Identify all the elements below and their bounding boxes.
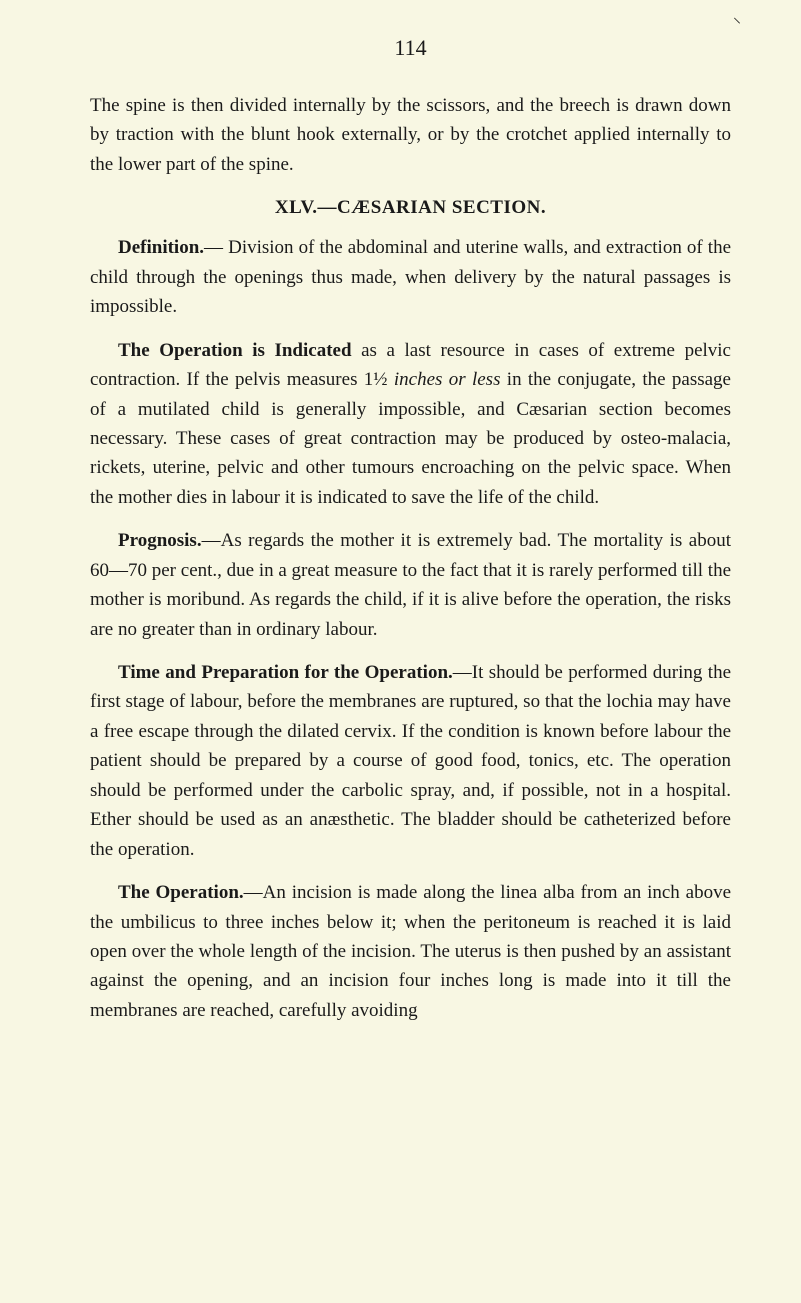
page-number: 114 (90, 35, 731, 61)
paragraph-preparation: Time and Preparation for the Operation.—… (90, 658, 731, 864)
prognosis-label: Prognosis. (118, 530, 202, 551)
operation-label: The Operation. (118, 882, 244, 903)
paragraph-definition: Definition.— Division of the abdominal a… (90, 233, 731, 321)
preparation-text: —It should be performed during the first… (90, 662, 731, 860)
paragraph-prognosis: Prognosis.—As regards the mother it is e… (90, 526, 731, 644)
definition-label: Definition. (118, 237, 204, 258)
preparation-label: Time and Preparation for the Operation. (118, 662, 453, 683)
paragraph-intro: The spine is then divided internally by … (90, 91, 731, 179)
tick-mark: ⸌ (733, 12, 741, 34)
section-title: XLV.—CÆSARIAN SECTION. (90, 197, 731, 219)
paragraph-operation: The Operation.—An incision is made along… (90, 878, 731, 1025)
paragraph-indication: The Operation is Indicated as a last res… (90, 336, 731, 513)
indication-italic: inches or less (394, 369, 501, 390)
indication-label: The Operation is Indicated (118, 340, 352, 361)
